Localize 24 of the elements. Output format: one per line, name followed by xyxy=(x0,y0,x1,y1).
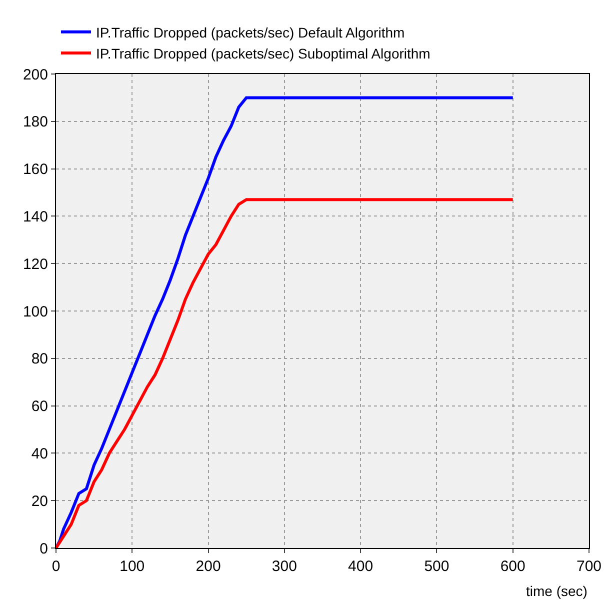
x-tick-label: 200 xyxy=(196,558,221,575)
x-tick-label: 100 xyxy=(120,558,145,575)
x-tick-label: 0 xyxy=(52,558,60,575)
y-tick-label: 160 xyxy=(22,161,48,178)
y-tick-label: 140 xyxy=(22,208,48,226)
y-tick-label: 120 xyxy=(22,256,48,273)
x-tick-label: 600 xyxy=(500,558,526,575)
line-series xyxy=(56,96,514,548)
y-tick-label: 20 xyxy=(31,492,48,510)
legend-label: IP.Traffic Dropped (packets/sec) Default Algorithm xyxy=(96,24,405,40)
x-axis-title: time (sec) xyxy=(526,583,588,599)
y-tick-label: 0 xyxy=(40,540,48,558)
x-tick-label: 700 xyxy=(576,558,602,575)
x-tick-label: 300 xyxy=(272,558,297,575)
y-tick-label: 180 xyxy=(22,114,48,131)
legend-label: IP.Traffic Dropped (packets/sec) Suboptimal Algorithm xyxy=(96,46,430,62)
y-tick-label: 60 xyxy=(31,398,48,416)
y-tick-label: 200 xyxy=(22,66,48,84)
line-series xyxy=(56,198,514,548)
x-tick-label: 400 xyxy=(348,558,374,575)
x-tick-label: 500 xyxy=(424,558,450,575)
y-tick-label: 40 xyxy=(31,445,48,462)
y-tick-label: 100 xyxy=(22,303,48,320)
y-tick-label: 80 xyxy=(31,350,48,368)
